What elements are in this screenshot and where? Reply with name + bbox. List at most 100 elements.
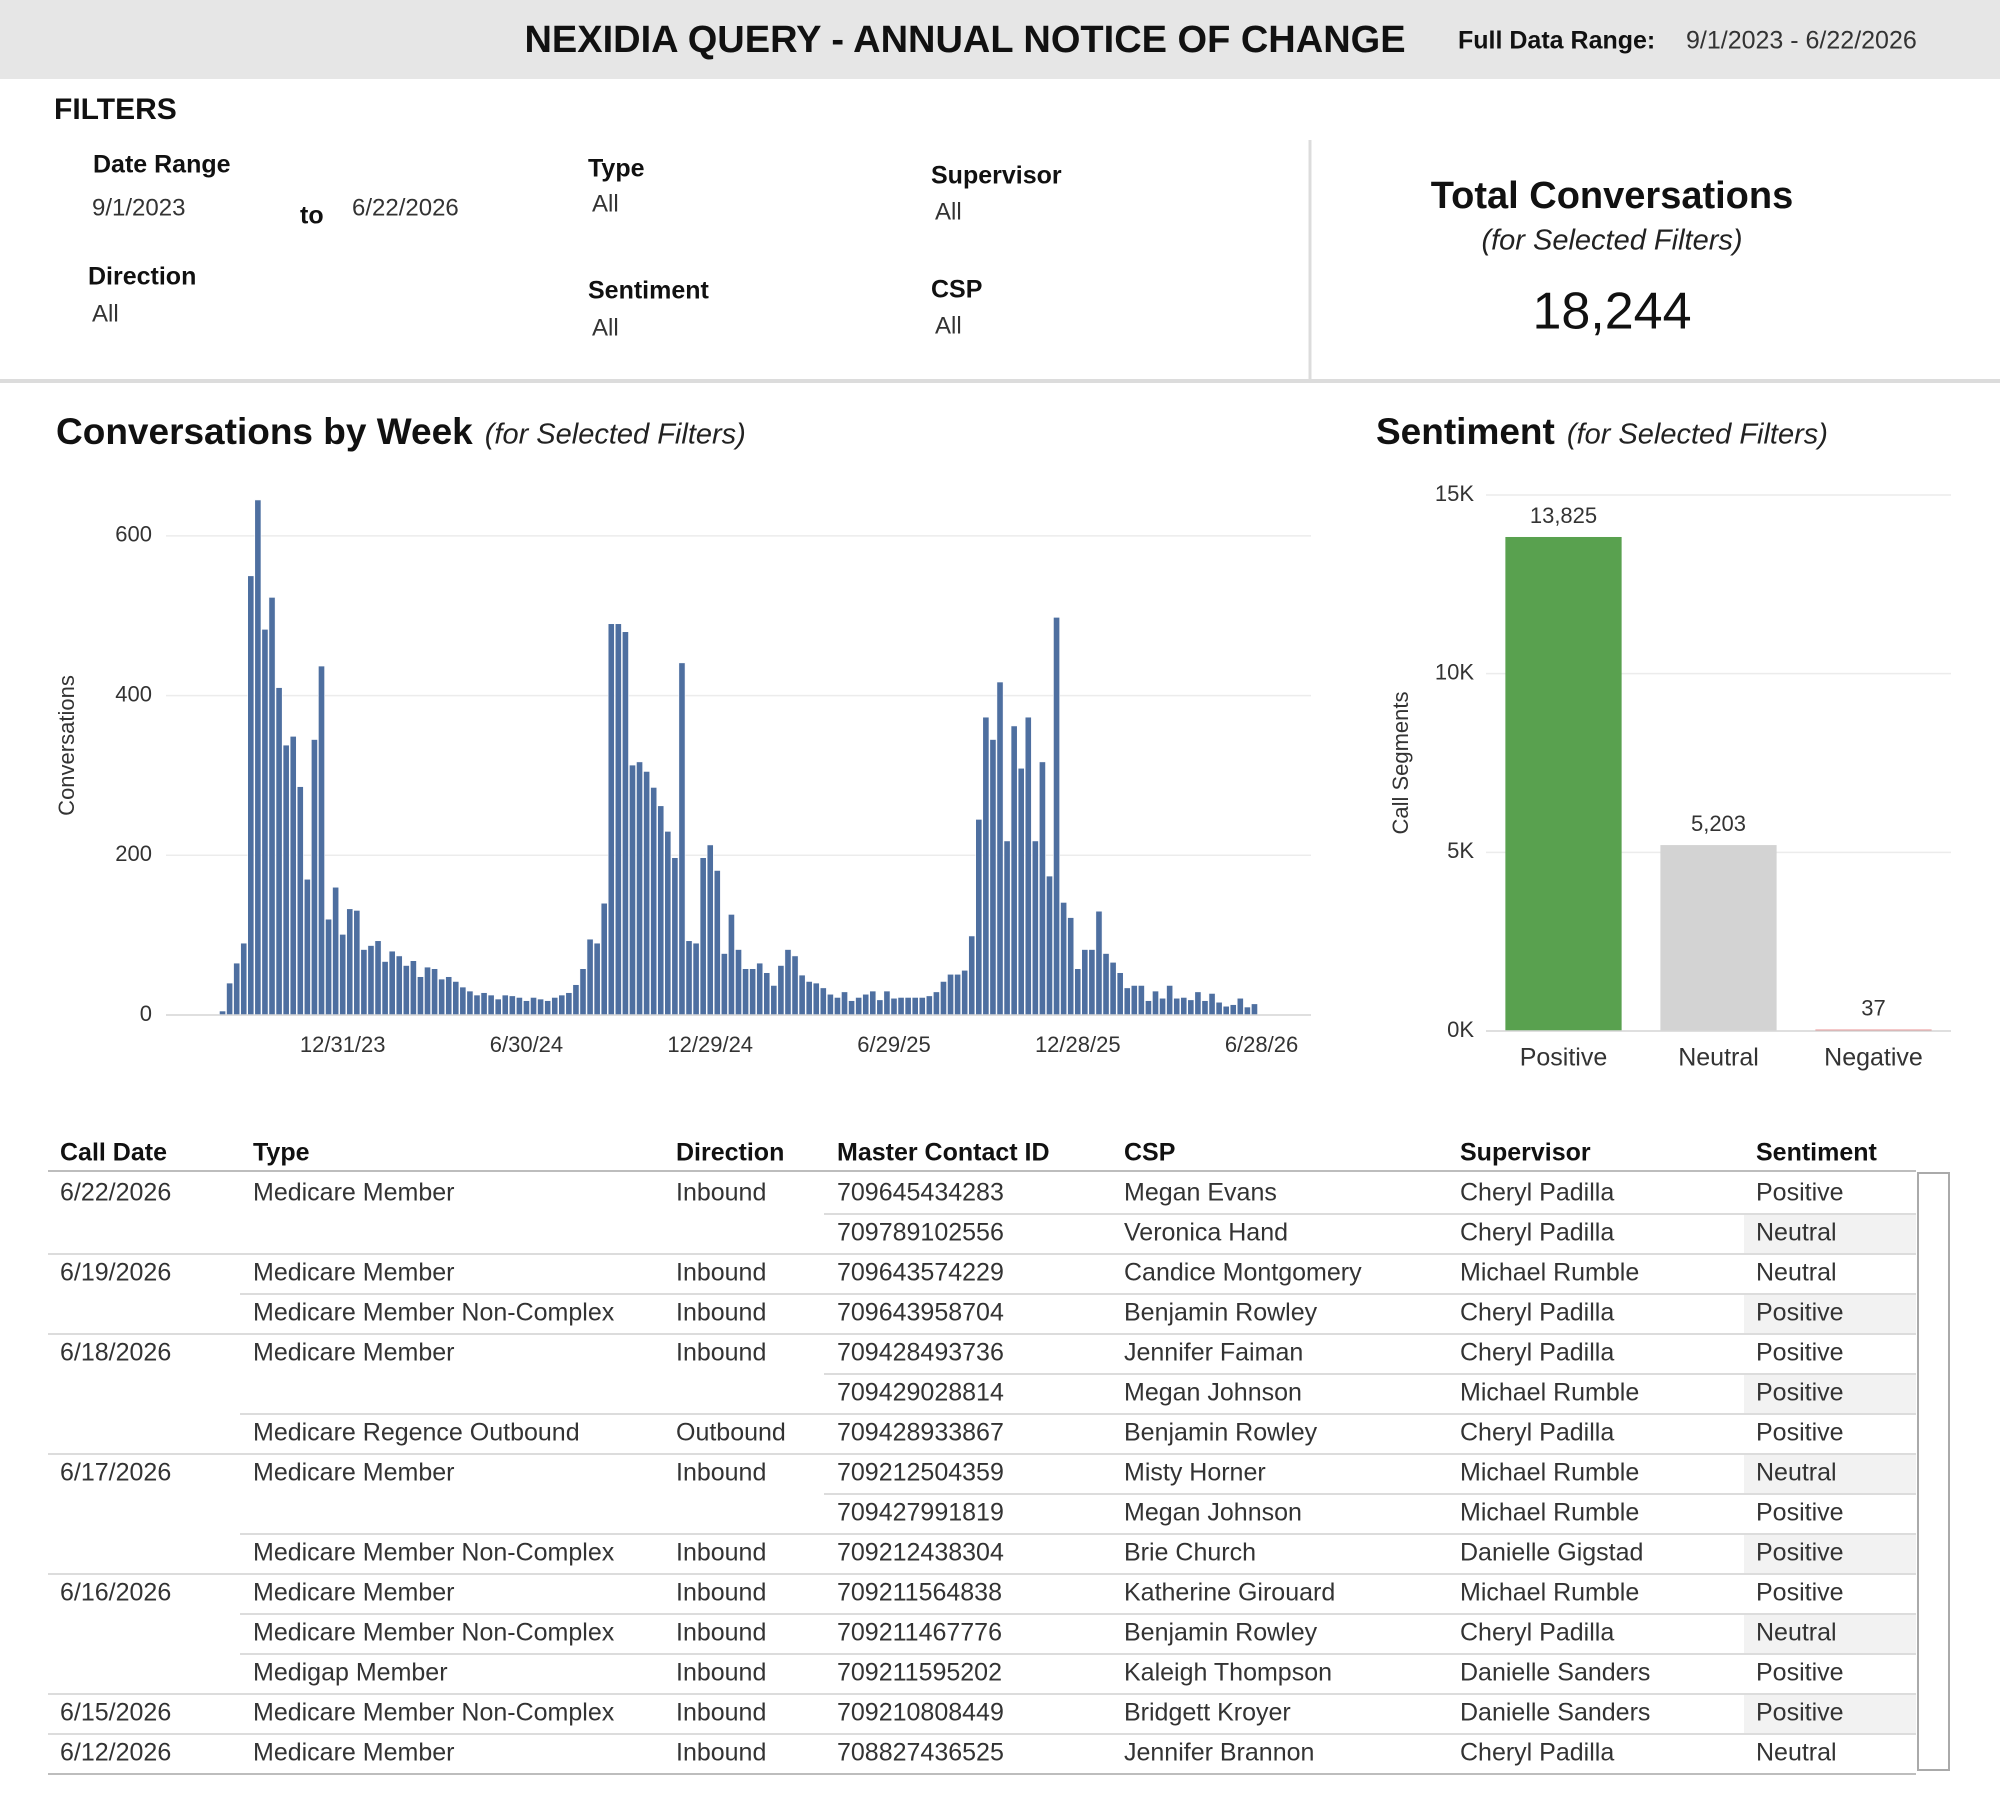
value-label: 5,203 <box>1691 811 1746 836</box>
row-band <box>1744 1615 1916 1653</box>
x-tick-label: 12/31/23 <box>300 1032 386 1057</box>
cell: Medicare Member <box>253 1179 454 1207</box>
bar <box>1208 993 1216 1016</box>
bar <box>1060 902 1068 1016</box>
bar <box>1102 953 1110 1016</box>
bar <box>989 739 997 1016</box>
cell: Benjamin Rowley <box>1124 1419 1318 1447</box>
column-header[interactable]: Supervisor <box>1460 1139 1591 1167</box>
bar <box>699 857 707 1016</box>
bar <box>247 575 255 1016</box>
x-tick-label: 6/29/25 <box>857 1032 930 1057</box>
column-header[interactable]: CSP <box>1124 1139 1175 1167</box>
bar <box>233 962 241 1016</box>
bar <box>1039 761 1046 1016</box>
filter-value[interactable]: All <box>935 198 962 225</box>
column-header[interactable]: Call Date <box>60 1139 167 1167</box>
cell: Cheryl Padilla <box>1460 1299 1614 1327</box>
column-header[interactable]: Type <box>253 1139 310 1167</box>
bar <box>841 991 848 1016</box>
cell: 709211467776 <box>837 1619 1002 1647</box>
bar <box>692 942 700 1016</box>
bar <box>1109 961 1117 1016</box>
bar <box>805 981 813 1016</box>
bar <box>756 962 764 1016</box>
column-header[interactable]: Sentiment <box>1756 1139 1878 1167</box>
bar <box>685 940 693 1016</box>
column-header[interactable]: Master Contact ID <box>837 1139 1050 1167</box>
filters-title: FILTERS <box>54 93 177 126</box>
cell: Inbound <box>676 1539 766 1567</box>
cell: Positive <box>1756 1419 1844 1447</box>
cell: Medicare Member <box>253 1579 454 1607</box>
y-tick-label: 15K <box>1435 481 1474 506</box>
bar <box>523 1000 530 1016</box>
filter-label: CSP <box>931 276 982 304</box>
bar <box>706 844 714 1016</box>
filter-value[interactable]: 6/22/2026 <box>352 194 459 221</box>
y-tick-label: 600 <box>115 522 152 547</box>
bar <box>1003 840 1011 1016</box>
cell: 709428493736 <box>837 1339 1004 1367</box>
bar <box>657 805 665 1016</box>
cell: Inbound <box>676 1259 766 1287</box>
cell: Positive <box>1756 1499 1844 1527</box>
bar <box>1123 987 1131 1016</box>
bar <box>268 597 276 1016</box>
cell: 709429028814 <box>837 1379 1004 1407</box>
filter-value[interactable]: 9/1/2023 <box>92 194 185 221</box>
bar <box>932 991 940 1016</box>
row-band <box>1744 1695 1916 1733</box>
x-tick-label: 6/30/24 <box>490 1032 563 1057</box>
bar <box>515 997 523 1016</box>
bar <box>1159 997 1166 1016</box>
bar <box>325 918 332 1016</box>
bar <box>1046 875 1053 1016</box>
bar <box>749 968 757 1016</box>
cell: Danielle Sanders <box>1460 1699 1650 1727</box>
bar <box>819 987 827 1016</box>
bar <box>487 994 495 1016</box>
bar <box>735 949 742 1016</box>
cell: Kaleigh Thompson <box>1124 1659 1332 1687</box>
column-header[interactable]: Direction <box>676 1139 784 1167</box>
cell: Inbound <box>676 1699 766 1727</box>
cell: 709643958704 <box>837 1299 1004 1327</box>
chart-title: Conversations by Week <box>56 411 473 452</box>
cell: 6/17/2026 <box>60 1459 171 1487</box>
kpi-value: 18,244 <box>1532 283 1691 341</box>
cell: 709643574229 <box>837 1259 1004 1287</box>
header-band <box>0 0 2000 79</box>
scrollbar[interactable] <box>1917 1172 1950 1771</box>
bar <box>713 870 721 1016</box>
cell: Medicare Member Non-Complex <box>253 1299 615 1327</box>
filter-value[interactable]: All <box>935 312 962 339</box>
bar <box>1173 997 1181 1016</box>
cell: 6/22/2026 <box>60 1179 171 1207</box>
bar <box>742 968 749 1016</box>
bar <box>586 938 594 1016</box>
bar <box>636 761 643 1016</box>
bar <box>558 994 566 1016</box>
row-band <box>1744 1215 1916 1253</box>
cell: Positive <box>1756 1659 1844 1687</box>
cell: Cheryl Padilla <box>1460 1619 1614 1647</box>
bar <box>600 902 608 1016</box>
cell: Cheryl Padilla <box>1460 1219 1614 1247</box>
bar <box>1236 997 1244 1016</box>
bar <box>614 623 622 1016</box>
row-band <box>1744 1455 1916 1493</box>
cell: Positive <box>1756 1339 1844 1367</box>
filter-value[interactable]: All <box>592 190 619 217</box>
cell: Michael Rumble <box>1460 1579 1639 1607</box>
bar <box>975 819 983 1016</box>
bar <box>904 997 912 1016</box>
bar <box>424 966 431 1016</box>
filter-value[interactable]: All <box>592 314 619 341</box>
bar <box>417 976 424 1016</box>
filter-value[interactable]: All <box>92 300 119 327</box>
cell: Medicare Member <box>253 1739 454 1767</box>
cell: Positive <box>1756 1299 1844 1327</box>
cell: 708827436525 <box>837 1739 1004 1767</box>
y-tick-label: 400 <box>115 681 152 706</box>
